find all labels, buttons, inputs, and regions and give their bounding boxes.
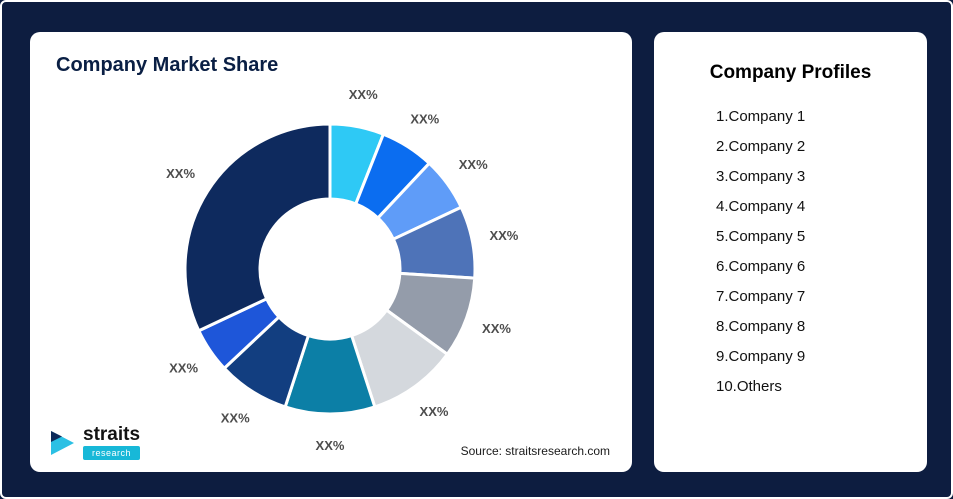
segment-label: XX% <box>316 438 345 453</box>
segment-label: XX% <box>169 361 198 376</box>
profile-item: 6.Company 6 <box>716 258 806 275</box>
logo-subtitle: research <box>83 446 141 460</box>
logo-arrow-icon <box>51 430 74 455</box>
profile-item: 5.Company 5 <box>716 228 806 245</box>
profile-item: 10.Others <box>716 378 782 395</box>
profile-item: 2.Company 2 <box>716 138 806 155</box>
segment-label: XX% <box>489 228 518 243</box>
chart-title: Company Market Share <box>56 54 279 76</box>
profile-item: 8.Company 8 <box>716 318 806 335</box>
profile-item: 4.Company 4 <box>716 198 806 215</box>
profile-item: 3.Company 3 <box>716 168 806 185</box>
profile-item: 9.Company 9 <box>716 348 806 365</box>
donut-chart: XX% XX% XX% XX% XX% XX% XX% XX% XX% XX% <box>166 87 519 453</box>
profile-item: 7.Company 7 <box>716 288 806 305</box>
source-attribution: Source: straitsresearch.com <box>460 444 610 458</box>
segment-label: XX% <box>420 404 449 419</box>
profiles-title: Company Profiles <box>709 62 872 83</box>
segment-label: XX% <box>410 112 439 127</box>
logo-text: straits research <box>83 425 140 460</box>
profiles-list: 1.Company 1 2.Company 2 3.Company 3 4.Co… <box>716 108 927 395</box>
logo-name: straits <box>83 424 141 445</box>
profile-item: 1.Company 1 <box>716 108 806 125</box>
company-profiles-card: Company Profiles 1.Company 1 2.Company 2… <box>654 32 927 472</box>
segment-label: XX% <box>459 157 488 172</box>
segment-label: XX% <box>166 166 195 181</box>
straits-research-logo: straits research <box>50 425 140 460</box>
market-share-card: Company Market Share XX% XX% XX% XX% XX% XX% X… <box>30 32 632 472</box>
segment-label: XX% <box>349 87 378 102</box>
segment-label: XX% <box>482 321 511 336</box>
segment-label: XX% <box>221 410 250 425</box>
donut-segment-others[interactable] <box>183 122 332 333</box>
